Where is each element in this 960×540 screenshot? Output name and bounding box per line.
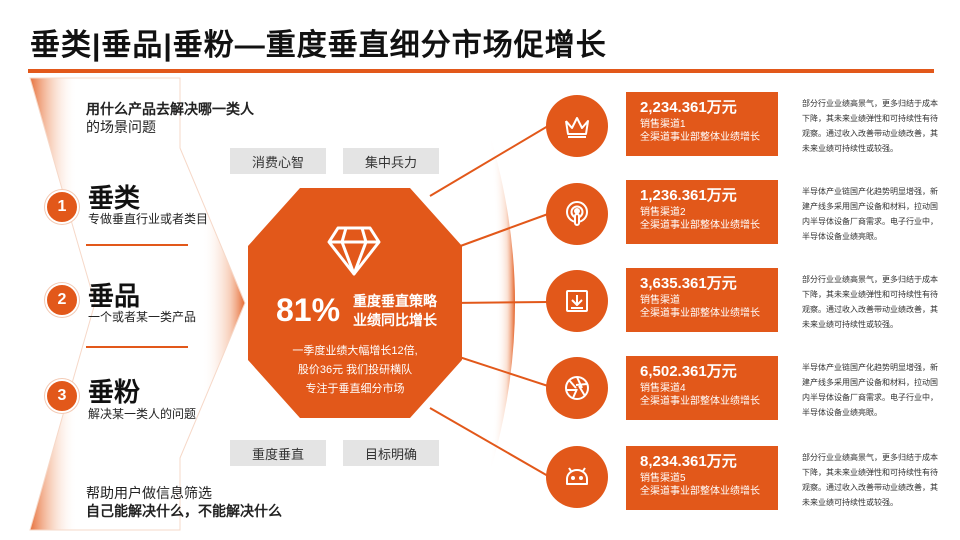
sales-channel: 销售渠道1: [640, 119, 686, 130]
card-note-4: 半导体产业链国产化趋势明显增强，新建产线多采用国产设备和材料，拉动国内半导体设备…: [802, 363, 938, 417]
crown-icon: [546, 95, 608, 157]
left-chevron-shape: [30, 78, 245, 530]
card-note-1: 部分行业业绩高景气，更多归结于成本下降，其未来业绩弹性和可持续性有待观察。通过收…: [802, 99, 938, 153]
sales-description: 全渠道事业部整体业绩增长: [640, 220, 760, 231]
card-note-3: 部分行业业绩高景气，更多归结于成本下降，其未来业绩弹性和可持续性有待观察。通过收…: [802, 275, 938, 329]
center-headline-line1: 重度垂直策略: [353, 293, 437, 309]
card-note-5: 部分行业业绩高景气，更多归结于成本下降，其未来业绩弹性和可持续性有待观察。通过收…: [802, 453, 938, 507]
diamond-icon: [327, 226, 381, 276]
sales-description: 全渠道事业部整体业绩增长: [640, 396, 760, 407]
category-divider: [86, 346, 188, 348]
sales-card-3: 3,635.361万元 销售渠道 全渠道事业部整体业绩增长: [626, 268, 778, 332]
category-subtitle-2: 一个或者某一类产品: [88, 310, 197, 324]
category-title-3: 垂粉: [88, 377, 141, 407]
center-headline-line2: 业绩同比增长: [353, 312, 437, 328]
page-title: 垂类|垂品|垂粉—重度垂直细分市场促增长: [30, 29, 607, 62]
sales-description: 全渠道事业部整体业绩增长: [640, 486, 760, 497]
left-bottom-line2: 自己能解决什么，不能解决什么: [86, 503, 282, 519]
left-question-line2: 的场景问题: [86, 119, 156, 135]
sales-channel: 销售渠道5: [640, 473, 686, 484]
android-icon: [546, 446, 608, 508]
sales-value: 6,502.361万元: [640, 363, 737, 380]
tag-clear-target: 目标明确: [343, 440, 439, 466]
center-body-line1: 一季度业绩大幅增长12倍,: [292, 345, 418, 357]
sales-channel: 销售渠道: [640, 295, 680, 306]
sales-card-4: 6,502.361万元 销售渠道4 全渠道事业部整体业绩增长: [626, 356, 778, 420]
category-subtitle-3: 解决某一类人的问题: [88, 407, 197, 421]
number-badge-3: 3: [45, 379, 79, 413]
tag-concentrate-forces: 集中兵力: [343, 148, 439, 174]
sales-card-1: 2,234.361万元 销售渠道1 全渠道事业部整体业绩增长: [626, 92, 778, 156]
center-octagon: [248, 188, 462, 418]
category-title-2: 垂品: [88, 281, 141, 311]
title-divider: [28, 69, 934, 73]
center-body-line3: 专注于垂直细分市场: [305, 383, 405, 395]
tag-heavy-vertical: 重度垂直: [230, 440, 326, 466]
card-note-2: 半导体产业链国产化趋势明显增强，新建产线多采用国产设备和材料，拉动国内半导体设备…: [802, 187, 938, 241]
number-badge-1: 1: [45, 190, 79, 224]
category-title-1: 垂类: [88, 183, 141, 213]
left-question-line1: 用什么产品去解决哪一类人: [86, 101, 254, 117]
category-divider: [86, 244, 188, 246]
sales-value: 3,635.361万元: [640, 275, 737, 292]
tag-consumer-mind: 消费心智: [230, 148, 326, 174]
category-subtitle-1: 专做垂直行业或者类目: [88, 212, 209, 226]
sales-description: 全渠道事业部整体业绩增长: [640, 308, 760, 319]
sales-card-2: 1,236.361万元 销售渠道2 全渠道事业部整体业绩增长: [626, 180, 778, 244]
number-badge-2: 2: [45, 283, 79, 317]
aperture-icon: [546, 357, 608, 419]
sales-channel: 销售渠道2: [640, 207, 686, 218]
right-arc-shape: [452, 78, 515, 530]
sales-value: 8,234.361万元: [640, 453, 737, 470]
left-bottom-line1: 帮助用户做信息筛选: [86, 485, 212, 501]
sales-description: 全渠道事业部整体业绩增长: [640, 132, 760, 143]
podcast-icon: [546, 183, 608, 245]
sales-value: 2,234.361万元: [640, 99, 737, 116]
sales-value: 1,236.361万元: [640, 187, 737, 204]
sales-channel: 销售渠道4: [640, 383, 686, 394]
growth-percent: 81%: [276, 292, 341, 328]
center-body-line2: 股价36元 我们投研横队: [297, 364, 413, 376]
download-tray-icon: [546, 270, 608, 332]
sales-card-5: 8,234.361万元 销售渠道5 全渠道事业部整体业绩增长: [626, 446, 778, 510]
